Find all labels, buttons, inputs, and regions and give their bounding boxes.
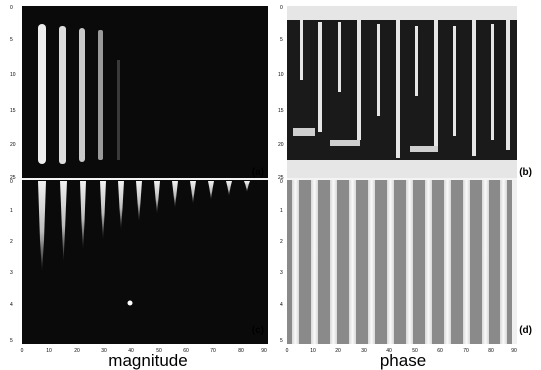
y-tick: 10 [278, 72, 284, 78]
x-tick: 90 [511, 348, 517, 354]
y-tick: 0 [10, 179, 13, 185]
panel-d-image [287, 180, 517, 344]
panel-a: (a) 0 5 10 15 20 25 [10, 5, 268, 181]
panel-d-stripes [292, 180, 517, 344]
x-tick: 30 [101, 348, 107, 354]
y-tick: 3 [280, 270, 283, 276]
panel-b: (b) 0 5 10 15 20 25 [278, 5, 532, 181]
x-tick: 80 [238, 348, 244, 354]
bright-spot [127, 300, 133, 306]
panel-b-y-ticks: 0 5 10 15 20 25 [278, 5, 284, 181]
panel-d-y-ticks: 0 1 2 3 4 5 [280, 179, 283, 344]
x-tick: 80 [488, 348, 494, 354]
x-tick: 70 [210, 348, 216, 354]
y-tick: 2 [280, 239, 283, 245]
y-tick: 5 [10, 338, 13, 344]
panel-a-image [22, 6, 268, 178]
y-tick: 10 [10, 72, 16, 78]
panel-d-x-ticks: 0 10 20 30 40 50 60 70 80 90 [286, 348, 517, 354]
panel-c-image [22, 180, 268, 344]
x-tick: 20 [335, 348, 341, 354]
x-tick: 0 [21, 348, 24, 354]
y-tick: 0 [10, 5, 13, 11]
y-tick: 15 [10, 108, 16, 114]
panel-c-stripes [38, 181, 250, 306]
caption-magnitude: magnitude [108, 351, 187, 370]
x-tick: 90 [261, 348, 267, 354]
y-tick: 5 [280, 37, 283, 43]
y-tick: 0 [280, 179, 283, 185]
y-tick: 1 [10, 208, 13, 214]
panel-c-label: (c) [252, 325, 264, 336]
x-tick: 50 [156, 348, 162, 354]
panel-a-stripes [38, 24, 120, 164]
panel-d-label: (d) [519, 325, 532, 336]
x-tick: 60 [437, 348, 443, 354]
y-tick: 20 [278, 142, 284, 148]
x-tick: 40 [386, 348, 392, 354]
panel-b-image [287, 6, 517, 178]
panel-a-y-ticks: 0 5 10 15 20 25 [10, 5, 16, 181]
y-tick: 4 [280, 302, 283, 308]
panel-d: (d) 0 1 2 3 4 5 0 10 20 30 40 50 60 70 8… [280, 179, 532, 354]
y-tick: 15 [278, 108, 284, 114]
y-tick: 4 [10, 302, 13, 308]
y-tick: 25 [10, 175, 16, 181]
panel-b-texture [287, 6, 517, 178]
x-tick: 10 [310, 348, 316, 354]
panel-b-label: (b) [519, 167, 532, 178]
x-tick: 10 [46, 348, 52, 354]
y-tick: 3 [10, 270, 13, 276]
y-tick: 1 [280, 208, 283, 214]
panel-a-label: (a) [252, 167, 264, 178]
panel-c: (c) 0 1 2 3 4 5 0 10 20 30 40 50 60 70 8… [10, 179, 268, 354]
y-tick: 2 [10, 239, 13, 245]
x-tick: 60 [183, 348, 189, 354]
x-tick: 20 [74, 348, 80, 354]
panel-c-x-ticks: 0 10 20 30 40 50 60 70 80 90 [21, 348, 267, 354]
caption-phase: phase [380, 351, 426, 370]
x-tick: 30 [361, 348, 367, 354]
y-tick: 25 [278, 175, 284, 181]
y-tick: 5 [10, 37, 13, 43]
y-tick: 0 [280, 5, 283, 11]
y-tick: 20 [10, 142, 16, 148]
x-tick: 40 [128, 348, 134, 354]
y-tick: 5 [280, 338, 283, 344]
panel-c-y-ticks: 0 1 2 3 4 5 [10, 179, 13, 344]
x-tick: 0 [286, 348, 289, 354]
x-tick: 50 [412, 348, 418, 354]
x-tick: 70 [463, 348, 469, 354]
